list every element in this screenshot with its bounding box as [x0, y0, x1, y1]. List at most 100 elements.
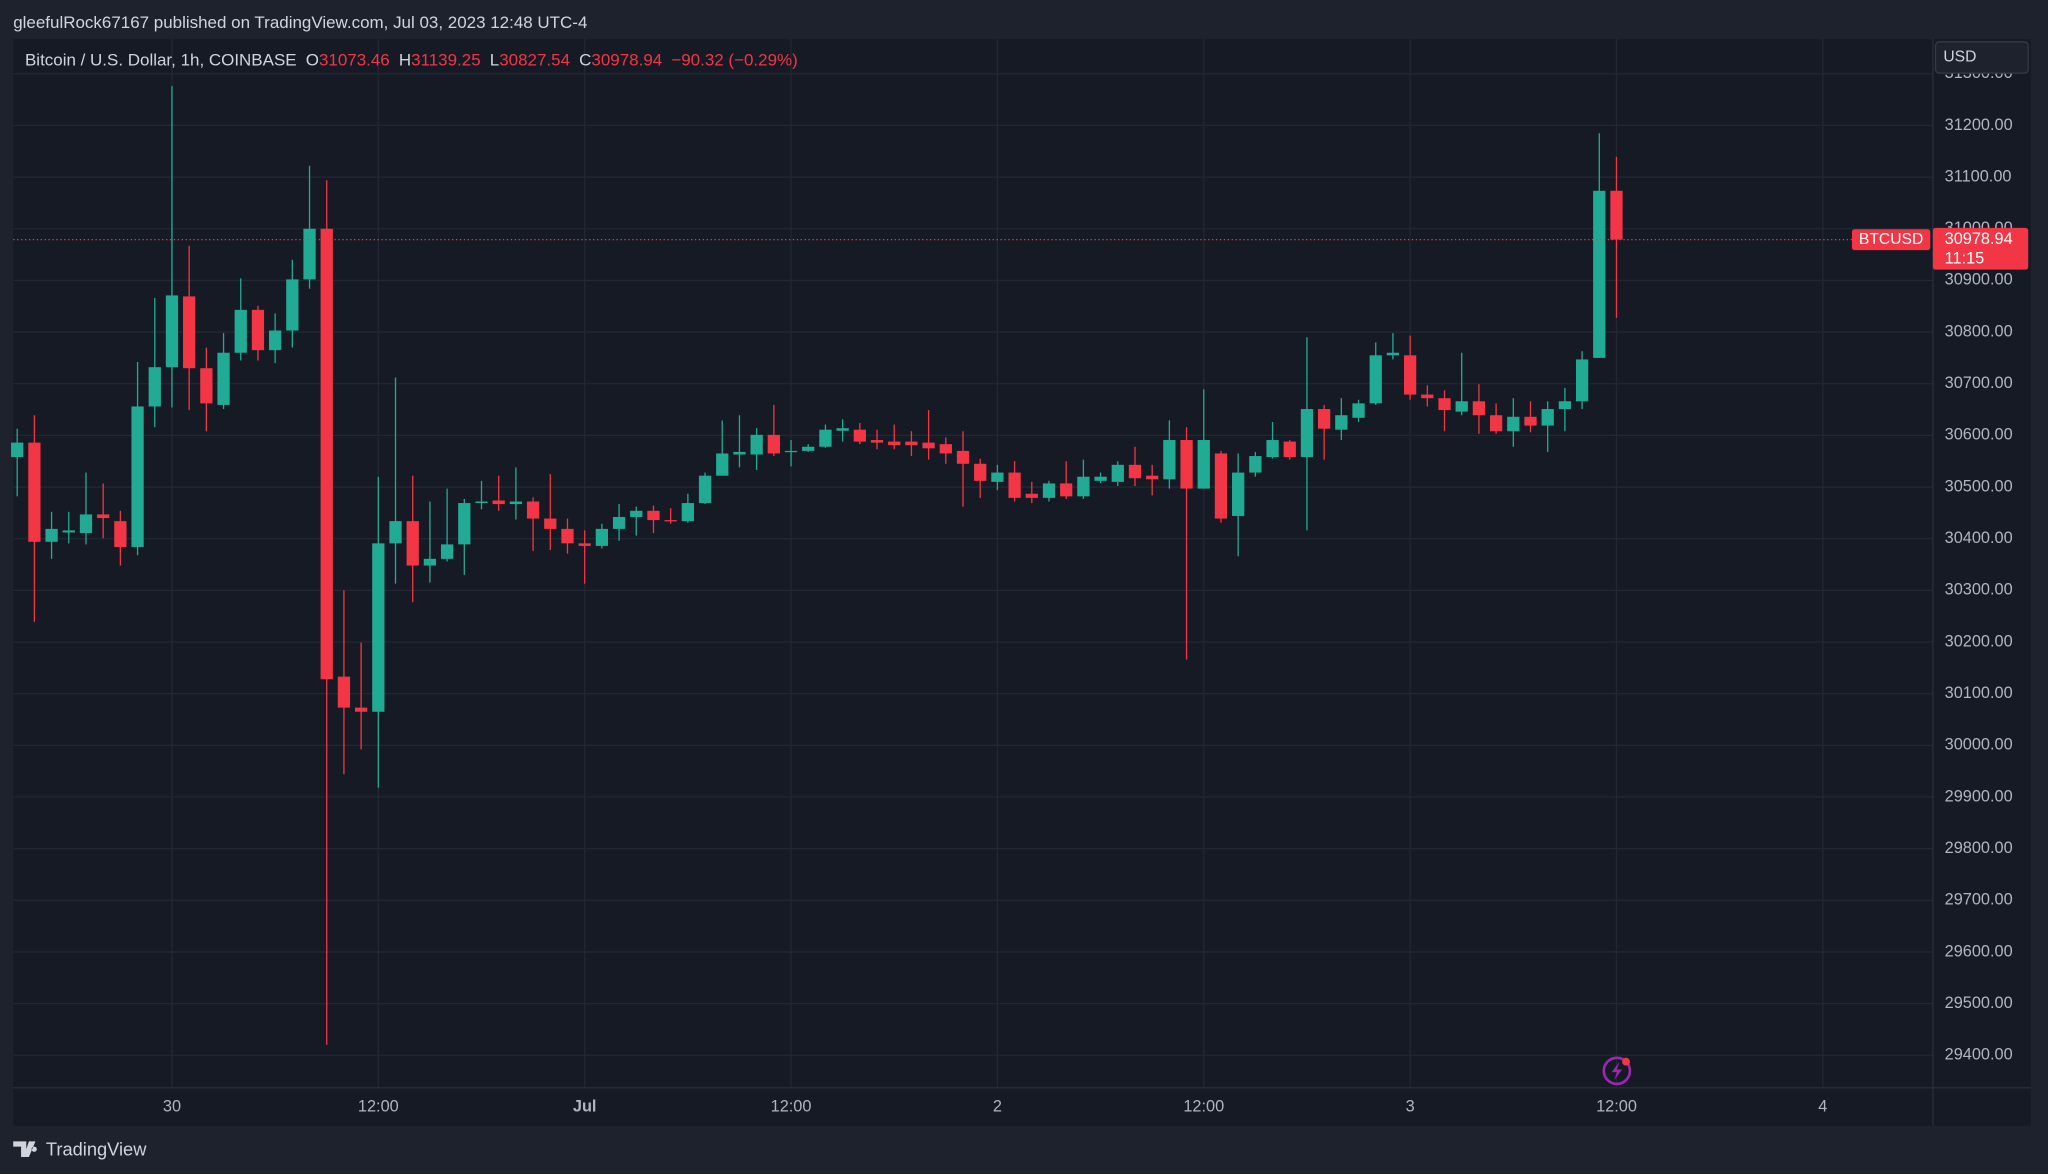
candle-body [423, 558, 437, 566]
x-tick-label: 12:00 [771, 1098, 812, 1116]
alert-icon-bolt [1611, 1061, 1623, 1080]
candle-body [578, 543, 591, 546]
candle-body [956, 450, 970, 464]
symbol-label: BTCUSD [1859, 231, 1923, 248]
price-label-box [1932, 227, 2029, 270]
candle-body [664, 520, 677, 522]
candle-body [544, 518, 557, 529]
candle-body [802, 446, 815, 451]
candle-body [870, 440, 884, 443]
candle-body [509, 501, 523, 505]
candle-body [1214, 453, 1228, 519]
candle-body [939, 444, 952, 454]
alert-icon-dot [1622, 1057, 1630, 1066]
candle-body [148, 367, 161, 407]
symbol-legend: Bitcoin / U.S. Dollar, 1h, COINBASE O3107… [25, 51, 798, 70]
candle-body [888, 441, 901, 446]
candle-body [905, 441, 918, 446]
y-tick-label: 29800.00 [1945, 839, 2013, 857]
candle-body [458, 503, 471, 545]
candle-body [320, 228, 333, 680]
candle-body [372, 543, 385, 712]
candle-body [1146, 475, 1159, 480]
y-tick-label: 31200.00 [1945, 116, 2013, 134]
legend-text: 30827.54 [499, 51, 570, 70]
legend-text: Bitcoin / U.S. Dollar, 1h, COINBASE [25, 51, 297, 70]
candle-body [79, 514, 93, 534]
y-tick-label: 29500.00 [1945, 994, 2013, 1012]
candle-body [303, 228, 316, 280]
candle-body [1025, 493, 1038, 498]
currency-button[interactable] [1934, 41, 2029, 74]
candle-body [1489, 415, 1503, 432]
y-tick-label: 31100.00 [1945, 167, 2012, 185]
candle-body [1163, 440, 1176, 480]
candle-body [784, 450, 798, 453]
candle-body [750, 434, 763, 455]
candle-body [561, 528, 574, 544]
candle-body [612, 517, 626, 529]
candle-body [733, 451, 746, 455]
y-tick-label: 30700.00 [1945, 374, 2013, 392]
chart-pane [13, 39, 2031, 1126]
candle-body [354, 707, 368, 712]
y-tick-label: 30100.00 [1945, 684, 2013, 702]
candle-body [1575, 359, 1589, 402]
candle-body [200, 368, 213, 404]
candle-body [1386, 352, 1400, 356]
candle-body [630, 510, 643, 518]
candle-body [1524, 416, 1537, 426]
candle-body [1008, 472, 1021, 498]
candles-layer [11, 86, 1933, 1045]
candle-body [1232, 472, 1245, 516]
alert-icon[interactable] [1602, 1056, 1632, 1086]
y-tick-label: 30600.00 [1945, 426, 2013, 444]
candle-body [1060, 483, 1073, 497]
candle-body [1593, 190, 1606, 358]
y-tick-label: 30900.00 [1945, 271, 2013, 289]
candle-body [595, 528, 609, 546]
candle-body [681, 503, 695, 522]
countdown-label: 11:15 [1945, 250, 1985, 268]
x-tick-label: 3 [1406, 1098, 1415, 1116]
x-tick-label: 30 [163, 1098, 181, 1116]
candle-body [337, 676, 351, 708]
legend-text: 31139.25 [411, 51, 481, 70]
candle-body [1042, 483, 1056, 498]
currency-label[interactable]: USD [1943, 49, 1976, 66]
candle-body [853, 429, 866, 442]
candle-body [1438, 398, 1451, 411]
candle-body [389, 521, 402, 544]
candle-body [114, 521, 127, 547]
candle-body [1197, 440, 1210, 489]
axis-labels: 29400.00 29500.00 29600.00 29700.00 29800.00… [163, 64, 2029, 1116]
candle-body [1369, 355, 1382, 404]
candle-body [1421, 394, 1434, 399]
legend-text: L [490, 51, 499, 70]
candle-body [819, 429, 832, 447]
candle-body [234, 309, 247, 353]
y-tick-label: 30000.00 [1945, 736, 2013, 754]
x-tick-label: Jul [573, 1098, 597, 1116]
legend-text: 30978.94 [591, 51, 662, 70]
candle-body [406, 521, 419, 566]
candle-body [1128, 464, 1142, 479]
candle-body [1300, 409, 1314, 458]
candle-body [1335, 415, 1348, 430]
candle-body [269, 330, 282, 351]
candle-body [1472, 401, 1486, 416]
y-tick-label: 29700.00 [1945, 891, 2013, 909]
y-tick-label: 30300.00 [1945, 581, 2013, 599]
candle-body [183, 296, 196, 369]
candle-body [11, 442, 24, 458]
candle-body [1352, 403, 1365, 418]
candle-body [1249, 456, 1262, 473]
legend-text: 31073.46 [319, 51, 390, 70]
x-tick-label: 2 [993, 1098, 1002, 1116]
candle-body [1180, 440, 1193, 489]
candle-body [165, 295, 179, 368]
candle-body [217, 352, 230, 405]
candle-body [1507, 416, 1520, 432]
legend-text: H [399, 51, 411, 70]
